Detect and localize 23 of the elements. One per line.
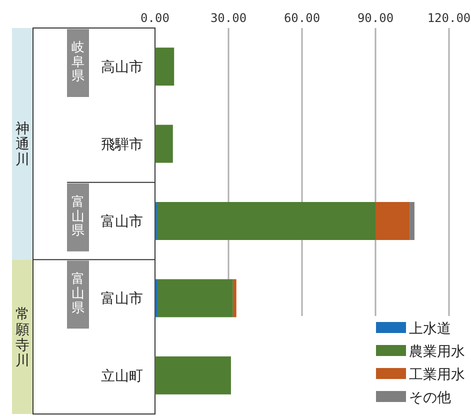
x-tick-label: 60.00 bbox=[284, 11, 320, 25]
bar bbox=[155, 279, 158, 318]
bar bbox=[232, 279, 236, 318]
y-tick-label: 飛騨市 bbox=[101, 136, 143, 153]
bar bbox=[158, 279, 233, 318]
legend-label: 上水道 bbox=[409, 321, 451, 337]
bar bbox=[376, 202, 410, 240]
bar bbox=[410, 202, 414, 240]
y-tick-label: 富山市 bbox=[101, 214, 143, 230]
x-tick-label: 0.00 bbox=[140, 11, 170, 25]
bar bbox=[156, 202, 376, 240]
bar bbox=[155, 356, 231, 394]
y-tick-label: 富山市 bbox=[101, 291, 143, 308]
y-tick-label: 立山町 bbox=[101, 368, 143, 384]
bar bbox=[155, 124, 173, 163]
legend-label: 農業用水 bbox=[409, 344, 465, 360]
legend-label: その他 bbox=[409, 390, 451, 406]
y-tick-label: 高山市 bbox=[101, 60, 143, 76]
bar bbox=[155, 48, 174, 86]
x-tick-label: 90.00 bbox=[357, 11, 394, 25]
x-tick-label: 30.00 bbox=[210, 11, 247, 25]
x-tick-label: 120.00 bbox=[427, 11, 471, 25]
legend-label: 工業用水 bbox=[409, 367, 465, 383]
